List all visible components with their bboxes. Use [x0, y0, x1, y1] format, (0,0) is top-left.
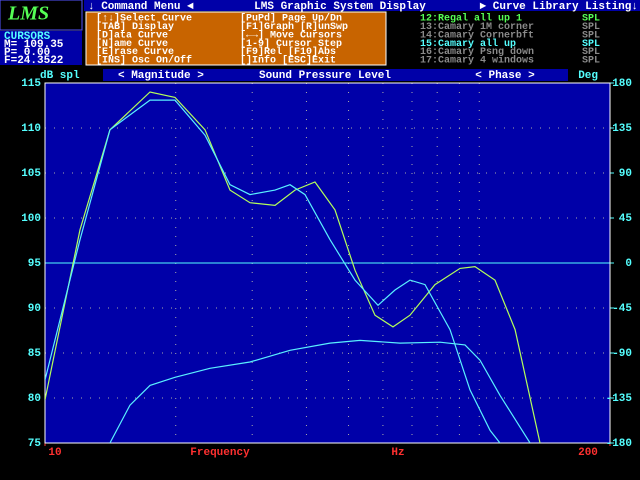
y2-tick-label: 180 [612, 78, 632, 90]
logo-box [0, 0, 83, 31]
curve-kind: SPL [582, 56, 600, 67]
y-tick-label: 85 [28, 348, 42, 360]
curve [109, 339, 531, 443]
x-tick-label: 10 [48, 447, 61, 459]
y-tick-label: 75 [28, 438, 42, 450]
cursor-title: CURSORS [4, 31, 51, 43]
curve-kind: SPL [582, 47, 600, 58]
curve-label[interactable]: 16:Camary Psng down [420, 46, 534, 58]
logo: LMS [7, 3, 49, 25]
y2-tick-label: -180 [606, 438, 632, 450]
curve-label[interactable]: 17:Camary 4 windows [420, 55, 534, 67]
y-tick-label: 115 [21, 78, 41, 90]
cursor-value: M= 109.35 [4, 39, 64, 51]
top-bar-left[interactable]: ↓ Command Menu ◄ [88, 1, 194, 13]
menu-item[interactable]: [TAB] Display [96, 21, 174, 33]
curve-kind: SPL [582, 39, 600, 50]
curve-label[interactable]: 12:Regal all up 1 [420, 13, 522, 25]
top-bar-right[interactable]: ► Curve Library Listing↓ [480, 1, 638, 13]
cursor-value: P= 0.00 [4, 47, 50, 59]
x-tick-label: 200 [578, 447, 598, 459]
y-tick-label: 90 [28, 303, 41, 315]
y2-tick-label: 135 [612, 123, 632, 135]
y2-tick-label: 0 [625, 258, 632, 270]
y2-axis-label: Deg [578, 70, 598, 82]
y2-tick-label: 45 [619, 213, 633, 225]
y-tick-label: 80 [28, 393, 41, 405]
top-bar-center: LMS Graphic System Display [254, 1, 426, 13]
curve-label[interactable]: 15:Camary all up [420, 38, 516, 50]
y-tick-label: 105 [21, 168, 41, 180]
y-tick-label: 100 [21, 213, 41, 225]
command-menu [85, 11, 387, 66]
plot-frame [44, 82, 611, 444]
menu-item[interactable]: [PuPd] Page Up/Dn [240, 13, 342, 25]
x-axis-label: Frequency [190, 447, 250, 459]
y2-tick-label: -135 [606, 393, 633, 405]
menu-item[interactable]: [↑↓]Select Curve [96, 13, 192, 25]
header-center: Sound Pressure Level [259, 70, 391, 82]
curve-label[interactable]: 14:Camary Cornerbft [420, 29, 534, 41]
menu-item[interactable]: [N]ame Curve [96, 38, 168, 50]
menu-item[interactable]: []Info [ESC]Exit [240, 55, 336, 67]
menu-item[interactable]: [E]rase Curve [96, 46, 174, 58]
cursor-panel [0, 31, 82, 65]
curve [45, 91, 541, 443]
curve-kind: SPL [582, 30, 600, 41]
y2-tick-label: 90 [619, 168, 632, 180]
y-tick-label: 95 [28, 258, 42, 270]
header-left[interactable]: < Magnitude > [118, 70, 204, 82]
menu-item[interactable]: [INS] Osc On/Off [96, 55, 192, 67]
y-tick-label: 110 [21, 123, 41, 135]
menu-item[interactable]: [F1]Graph [R]unSwp [240, 21, 348, 33]
y-axis-label: dB spl [40, 70, 80, 82]
header-right[interactable]: < Phase > [475, 70, 535, 82]
chart-header [103, 69, 568, 81]
curve-kind: SPL [582, 14, 600, 25]
curve-kind: SPL [582, 22, 600, 33]
cursor-value: F=24.3522 [4, 55, 63, 67]
y2-tick-label: -90 [612, 348, 632, 360]
x-unit: Hz [391, 447, 404, 459]
curve [45, 99, 501, 443]
curve-label[interactable]: 13:Camary 1M corner [420, 22, 534, 33]
menu-item[interactable]: [F9]Rel [F10]Abs [240, 46, 336, 58]
y2-tick-label: -45 [612, 303, 632, 315]
menu-item[interactable]: [1-9] Cursor Step [240, 38, 342, 50]
menu-item[interactable]: [←→] Move Cursors [240, 29, 342, 41]
menu-item[interactable]: [D]ata Curve [96, 29, 168, 41]
top-bar [84, 0, 640, 11]
